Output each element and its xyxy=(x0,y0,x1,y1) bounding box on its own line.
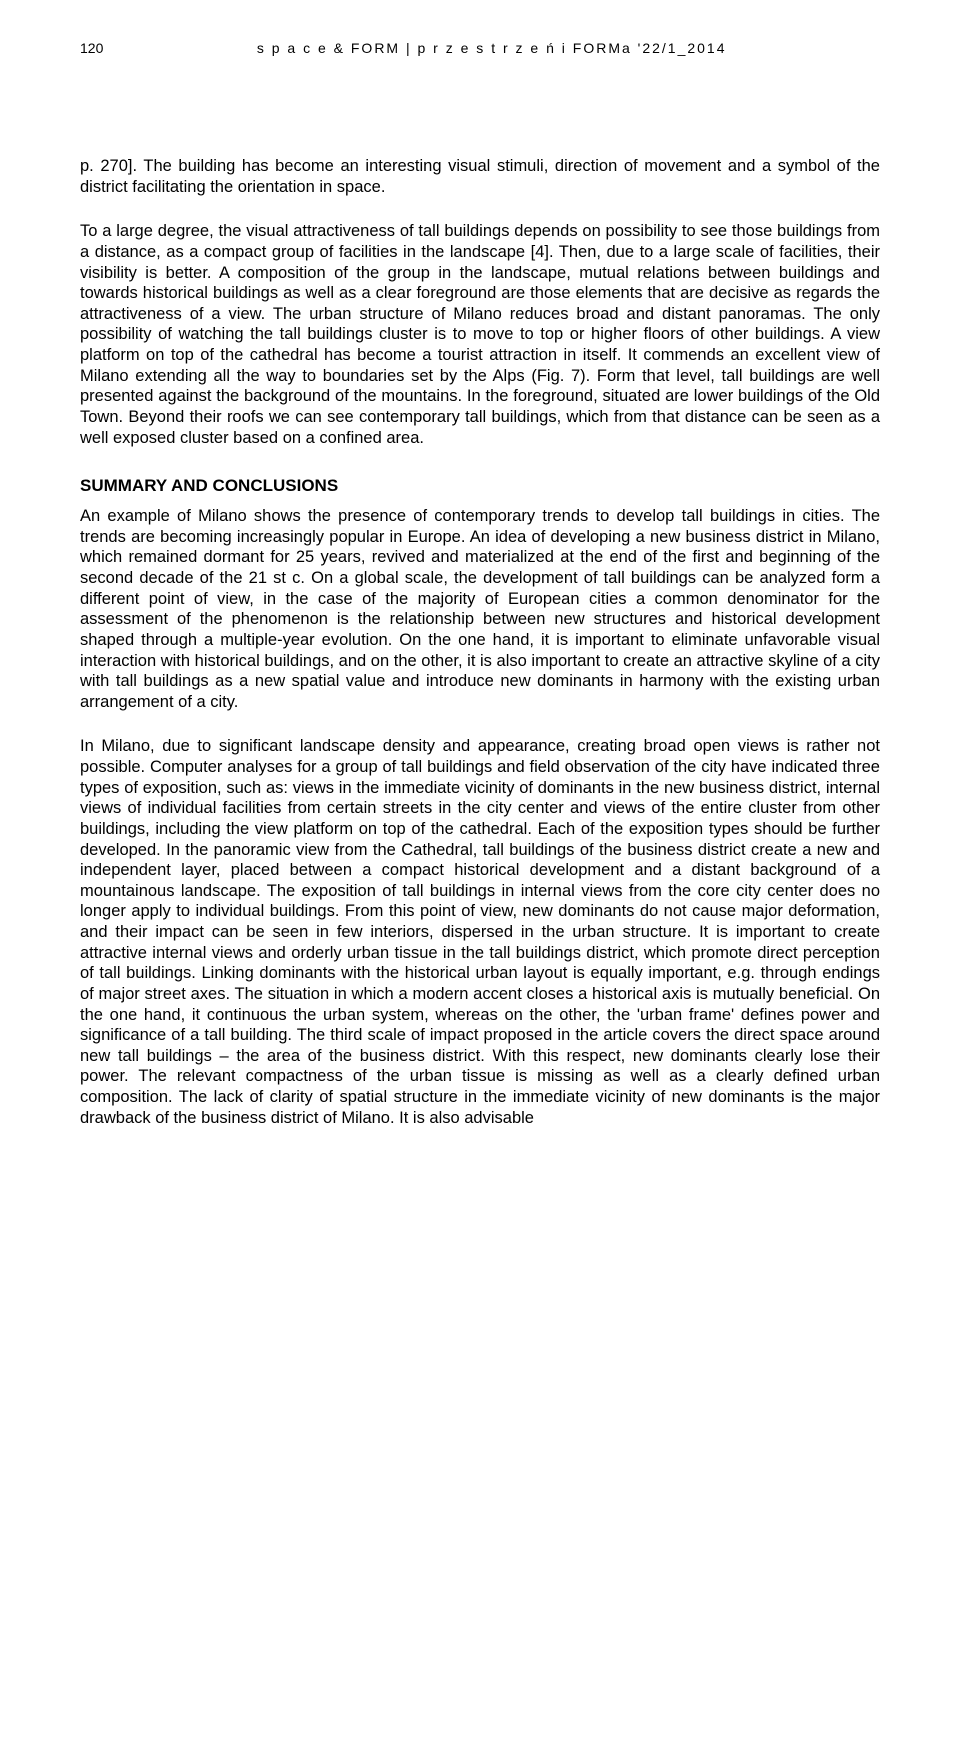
paragraph-summary-2: In Milano, due to significant landscape … xyxy=(80,736,880,1128)
header-journal-title: s p a c e & FORM | p r z e s t r z e ń i… xyxy=(103,40,880,56)
paragraph-intro-continuation: p. 270]. The building has become an inte… xyxy=(80,156,880,197)
section-heading-summary: SUMMARY AND CONCLUSIONS xyxy=(80,476,880,496)
running-header: 120 s p a c e & FORM | p r z e s t r z e… xyxy=(80,40,880,56)
paragraph-visual-attractiveness: To a large degree, the visual attractive… xyxy=(80,221,880,448)
paragraph-summary-1: An example of Milano shows the presence … xyxy=(80,506,880,712)
page-number: 120 xyxy=(80,40,103,56)
